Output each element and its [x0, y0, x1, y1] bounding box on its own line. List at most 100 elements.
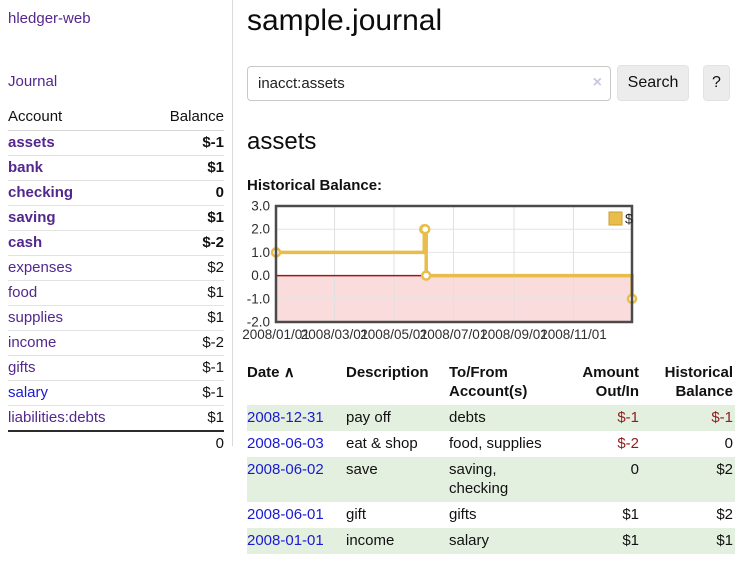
transaction-amount: $1 — [622, 506, 639, 523]
transaction-balance: 0 — [724, 435, 733, 452]
transaction-date-link[interactable]: 2008-06-01 — [247, 506, 324, 523]
x-tick-label: 2008/03/01 — [301, 327, 369, 342]
transaction-description: pay off — [346, 409, 391, 426]
accounts-table-body: assets $-1 bank $1 checking 0 saving $1 cash $-2 e… — [8, 130, 224, 432]
transaction-accounts: debts — [449, 409, 486, 426]
register-row: 2008-06-02 save saving, checking 0 $2 — [247, 457, 735, 502]
transaction-description: income — [346, 532, 395, 549]
y-tick-label: 1.0 — [251, 245, 270, 260]
balance-chart: $3.0 2.0 1.0 0.0 -1.0 -2.02008/01/012008/03/0… — [242, 199, 638, 342]
register-row: 2008-06-01 gift gifts $1 $2 — [247, 502, 735, 528]
account-link[interactable]: supplies — [8, 309, 64, 326]
register-row: 2008-01-01 income salary $1 $1 — [247, 528, 735, 554]
register-row: 2008-12-31 pay off debts $-1 $-1 — [247, 405, 735, 431]
register-header-balance: Historical Balance — [664, 364, 733, 400]
transaction-accounts: saving, checking — [449, 461, 509, 497]
account-link[interactable]: liabilities:debts — [8, 409, 106, 426]
account-row: gifts $-1 — [8, 355, 224, 381]
account-link[interactable]: cash — [8, 234, 43, 251]
transaction-date-link[interactable]: 2008-06-02 — [247, 461, 324, 478]
transaction-amount: $-2 — [617, 435, 639, 452]
register-header-row: Date ∧ Description To/From Account(s) Am… — [247, 361, 735, 405]
account-link[interactable]: assets — [8, 134, 55, 151]
x-tick-label: 2008/05/01 — [360, 327, 428, 342]
transaction-date-link[interactable]: 2008-12-31 — [247, 409, 324, 426]
accounts-total-spacer — [8, 430, 147, 456]
data-point-marker[interactable] — [420, 270, 432, 281]
app-window: hledger-web Journal Account Balance asse… — [0, 0, 742, 554]
account-balance: $-1 — [146, 130, 224, 156]
transaction-balance: $2 — [716, 461, 733, 478]
account-row: bank $1 — [8, 155, 224, 181]
transaction-balance: $-1 — [711, 409, 733, 426]
register-table: Date ∧ Description To/From Account(s) Am… — [247, 361, 735, 554]
account-row: income $-2 — [8, 330, 224, 356]
account-row: food $1 — [8, 280, 224, 306]
account-link[interactable]: expenses — [8, 259, 73, 276]
transaction-description: eat & shop — [346, 435, 418, 452]
account-balance: $1 — [146, 205, 224, 231]
account-balance: $-1 — [146, 355, 224, 381]
accounts-header-account: Account — [8, 104, 147, 131]
account-balance: 0 — [146, 180, 224, 206]
account-link[interactable]: checking — [8, 184, 74, 201]
account-row: expenses $2 — [8, 255, 224, 281]
main-content: sample.journal × Search ? assets Histori… — [233, 0, 742, 554]
account-heading: assets — [247, 128, 317, 155]
account-balance: $1 — [146, 405, 224, 432]
account-balance: $2 — [146, 255, 224, 281]
y-tick-label: 2.0 — [251, 222, 270, 237]
account-link[interactable]: income — [8, 334, 57, 351]
accounts-total-value: 0 — [146, 430, 224, 456]
accounts-table: Account Balance assets $-1 bank $1 checking 0… — [8, 104, 224, 456]
transaction-date-link[interactable]: 2008-06-03 — [247, 435, 324, 452]
x-tick-label: 2008/07/01 — [420, 327, 488, 342]
transaction-amount: 0 — [630, 461, 639, 478]
page-title: sample.journal — [247, 4, 443, 37]
account-row: checking 0 — [8, 180, 224, 206]
transaction-description: save — [346, 461, 378, 478]
account-row: supplies $1 — [8, 305, 224, 331]
register-header-description: Description — [346, 364, 429, 381]
legend-label: $ — [625, 211, 633, 227]
transaction-accounts: salary — [449, 532, 490, 549]
transaction-accounts: food, supplies — [449, 435, 542, 452]
account-row: cash $-2 — [8, 230, 224, 256]
account-balance: $-2 — [146, 230, 224, 256]
transaction-date-link[interactable]: 2008-01-01 — [247, 532, 324, 549]
app-title-link[interactable]: hledger-web — [8, 10, 91, 27]
account-link[interactable]: saving — [8, 209, 56, 226]
account-row: assets $-1 — [8, 130, 224, 156]
data-point-marker[interactable] — [419, 223, 431, 235]
transaction-amount: $-1 — [617, 409, 639, 426]
sidebar: hledger-web Journal Account Balance asse… — [0, 0, 233, 456]
search-button[interactable]: Search — [617, 65, 689, 101]
register-header-accounts: To/From Account(s) — [449, 364, 528, 400]
accounts-header-balance: Balance — [146, 104, 224, 131]
search-box: × — [247, 65, 611, 101]
x-tick-label: 2008/09/01 — [480, 327, 548, 342]
transaction-balance: $1 — [716, 532, 733, 549]
accounts-header-row: Account Balance — [8, 104, 224, 131]
help-button[interactable]: ? — [703, 65, 730, 101]
register-header-amount: Amount Out/In — [582, 364, 639, 400]
x-tick-label: 2008/11/01 — [540, 327, 607, 342]
transaction-accounts: gifts — [449, 506, 477, 523]
account-balance: $1 — [146, 280, 224, 306]
account-link[interactable]: salary — [8, 384, 49, 401]
sidebar-item-journal[interactable]: Journal — [8, 73, 58, 90]
register-header-date[interactable]: Date ∧ — [247, 361, 346, 405]
account-link[interactable]: bank — [8, 159, 44, 176]
account-link[interactable]: food — [8, 284, 38, 301]
clear-search-icon[interactable]: × — [592, 73, 602, 91]
register-row: 2008-06-03 eat & shop food, supplies $-2 0 — [247, 431, 735, 457]
legend-swatch — [608, 211, 623, 226]
account-link[interactable]: gifts — [8, 359, 36, 376]
account-row: saving $1 — [8, 205, 224, 231]
sort-ascending-icon: ∧ — [283, 364, 295, 381]
account-row: salary $-1 — [8, 380, 224, 406]
y-tick-label: 0.0 — [251, 268, 270, 283]
chart-title: Historical Balance: — [247, 177, 383, 194]
y-tick-label: 3.0 — [251, 199, 270, 214]
search-input[interactable] — [247, 65, 611, 101]
